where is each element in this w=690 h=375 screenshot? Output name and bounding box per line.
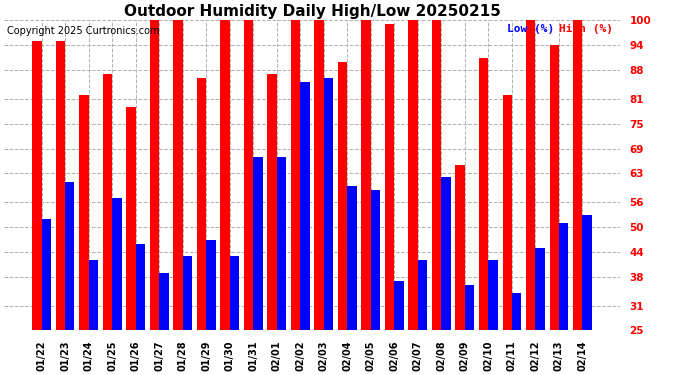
Bar	[300, 82, 310, 330]
Bar	[197, 78, 206, 330]
Bar	[371, 190, 380, 330]
Bar	[502, 95, 512, 330]
Bar	[267, 74, 277, 330]
Text: Low (%): Low (%)	[507, 24, 554, 34]
Bar	[442, 177, 451, 330]
Bar	[112, 198, 121, 330]
Bar	[455, 165, 465, 330]
Bar	[489, 260, 497, 330]
Bar	[88, 260, 98, 330]
Text: High (%): High (%)	[559, 24, 613, 34]
Bar	[291, 20, 300, 330]
Bar	[56, 41, 65, 330]
Bar	[136, 244, 145, 330]
Bar	[418, 260, 427, 330]
Bar	[173, 20, 183, 330]
Bar	[206, 240, 215, 330]
Bar	[126, 107, 136, 330]
Bar	[338, 62, 347, 330]
Title: Outdoor Humidity Daily High/Low 20250215: Outdoor Humidity Daily High/Low 20250215	[124, 4, 500, 19]
Bar	[315, 20, 324, 330]
Bar	[41, 219, 51, 330]
Bar	[32, 41, 41, 330]
Bar	[159, 273, 168, 330]
Bar	[526, 20, 535, 330]
Bar	[362, 20, 371, 330]
Bar	[549, 45, 559, 330]
Text: Copyright 2025 Curtronics.com: Copyright 2025 Curtronics.com	[7, 26, 159, 36]
Bar	[79, 95, 88, 330]
Bar	[465, 285, 474, 330]
Bar	[394, 281, 404, 330]
Bar	[253, 157, 263, 330]
Bar	[512, 293, 522, 330]
Bar	[347, 186, 357, 330]
Bar	[65, 182, 75, 330]
Bar	[385, 24, 394, 330]
Bar	[150, 20, 159, 330]
Bar	[244, 20, 253, 330]
Bar	[535, 248, 545, 330]
Bar	[183, 256, 192, 330]
Bar	[573, 20, 582, 330]
Bar	[582, 215, 592, 330]
Bar	[277, 157, 286, 330]
Bar	[432, 20, 442, 330]
Bar	[324, 78, 333, 330]
Bar	[220, 20, 230, 330]
Bar	[103, 74, 112, 330]
Bar	[408, 20, 418, 330]
Bar	[479, 57, 489, 330]
Bar	[230, 256, 239, 330]
Bar	[559, 223, 569, 330]
